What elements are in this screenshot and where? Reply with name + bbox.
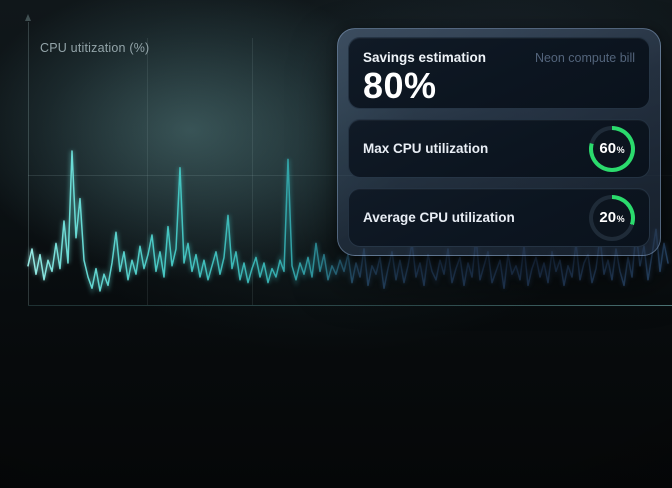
avg-cpu-card: Average CPU utilization 20 % — [348, 188, 650, 247]
avg-cpu-unit: % — [616, 214, 625, 224]
max-cpu-value: 60 — [599, 140, 617, 157]
max-cpu-gauge: 60 % — [589, 125, 635, 172]
avg-cpu-value: 20 — [599, 209, 617, 226]
compute-bill-tag: Neon compute bill — [534, 51, 635, 65]
max-cpu-card: Max CPU utilization 60 % — [348, 119, 650, 178]
max-cpu-unit: % — [616, 145, 625, 155]
savings-value: 80% — [363, 65, 437, 106]
avg-cpu-gauge: 20 % — [589, 194, 635, 241]
avg-cpu-gauge-text: 20 % — [599, 209, 624, 226]
stats-panel: Savings estimation Neon compute bill 80%… — [337, 28, 661, 256]
savings-card: Savings estimation Neon compute bill 80% — [348, 37, 650, 109]
max-cpu-label: Max CPU utilization — [363, 141, 489, 156]
max-cpu-gauge-text: 60 % — [599, 140, 624, 157]
savings-label: Savings estimation — [363, 50, 487, 65]
avg-cpu-label: Average CPU utilization — [363, 210, 515, 225]
